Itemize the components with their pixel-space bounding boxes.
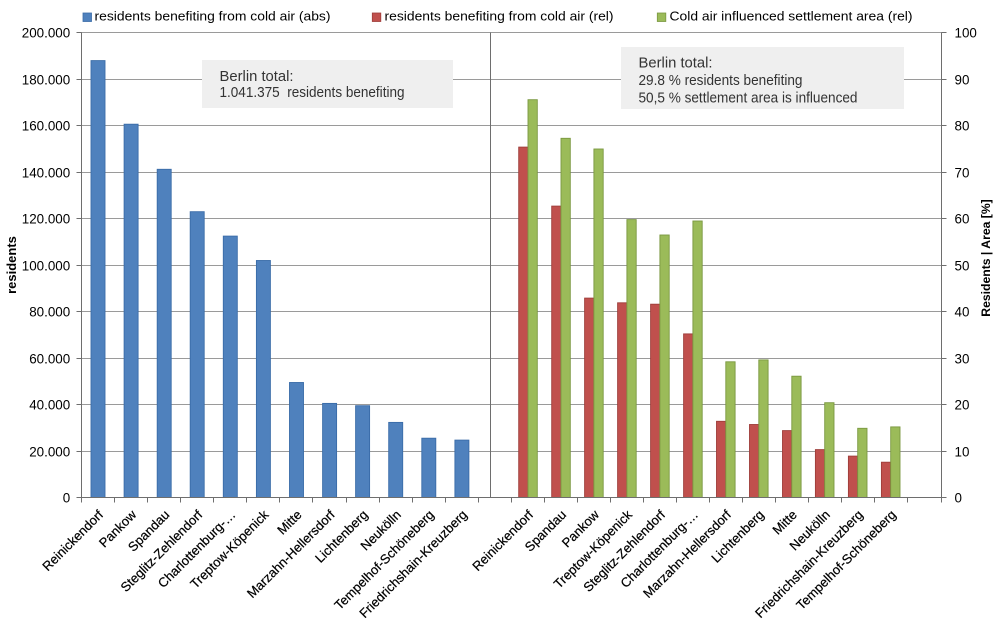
svg-text:29.8 % residents benefiting: 29.8 % residents benefiting (639, 73, 803, 89)
svg-text:Berlin total:: Berlin total: (220, 69, 294, 85)
svg-text:40: 40 (955, 304, 970, 319)
svg-text:40.000: 40.000 (29, 397, 70, 412)
svg-text:100.000: 100.000 (22, 258, 70, 273)
svg-text:70: 70 (955, 165, 970, 180)
svg-text:160.000: 160.000 (22, 118, 70, 133)
svg-text:Residents | Area [%]: Residents | Area [%] (979, 199, 993, 316)
svg-text:Cold air influenced settlement: Cold air influenced settlement area (rel… (670, 10, 913, 24)
svg-text:30: 30 (955, 351, 970, 366)
svg-text:20: 20 (955, 397, 970, 412)
svg-text:10: 10 (955, 444, 970, 459)
svg-text:residents benefiting from cold: residents benefiting from cold air (abs) (95, 10, 331, 24)
svg-text:80.000: 80.000 (29, 304, 70, 319)
svg-text:80: 80 (955, 118, 970, 133)
svg-text:20.000: 20.000 (29, 444, 70, 459)
svg-text:200.000: 200.000 (22, 25, 70, 40)
svg-text:50,5 % settlement area is infl: 50,5 % settlement area is influenced (639, 91, 858, 107)
svg-text:180.000: 180.000 (22, 72, 70, 87)
svg-text:120.000: 120.000 (22, 211, 70, 226)
svg-text:50: 50 (955, 258, 970, 273)
svg-text:60: 60 (955, 211, 970, 226)
svg-text:140.000: 140.000 (22, 165, 70, 180)
svg-text:1.041.375 residents benefitin: 1.041.375 residents benefiting (220, 85, 405, 101)
svg-text:100: 100 (955, 25, 977, 40)
svg-text:0: 0 (955, 490, 962, 505)
svg-text:residents benefiting from cold: residents benefiting from cold air (rel) (385, 10, 614, 24)
svg-text:60.000: 60.000 (29, 351, 70, 366)
svg-text:residents: residents (4, 236, 19, 294)
svg-text:Berlin total:: Berlin total: (639, 56, 713, 72)
svg-text:0: 0 (63, 490, 70, 505)
svg-text:90: 90 (955, 72, 970, 87)
